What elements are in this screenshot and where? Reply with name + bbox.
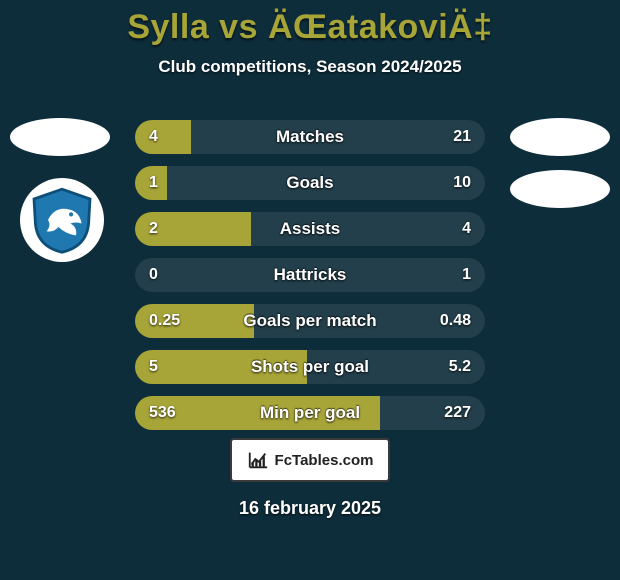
snapshot-date: 16 february 2025 — [0, 498, 620, 519]
bird-eye — [69, 212, 73, 216]
stat-row: 110Goals — [135, 166, 485, 200]
stat-right-fill — [167, 166, 485, 200]
stat-left-value: 536 — [135, 396, 190, 430]
stat-row: 421Matches — [135, 120, 485, 154]
player-left-avatar-placeholder — [10, 118, 110, 156]
brand-badge[interactable]: FcTables.com — [230, 438, 390, 482]
stat-bars: 421Matches110Goals24Assists01Hattricks0.… — [135, 120, 485, 442]
chart-icon — [247, 449, 269, 471]
stat-left-value: 2 — [135, 212, 172, 246]
stat-right-value: 5.2 — [435, 350, 485, 384]
stat-row: 536227Min per goal — [135, 396, 485, 430]
stat-right-value: 10 — [439, 166, 485, 200]
club-right-placeholder — [510, 170, 610, 208]
stat-right-value: 21 — [439, 120, 485, 154]
brand-text: FcTables.com — [275, 452, 374, 469]
stat-left-value: 0 — [135, 258, 172, 292]
stat-right-value: 4 — [448, 212, 485, 246]
stat-right-value: 1 — [448, 258, 485, 292]
subtitle: Club competitions, Season 2024/2025 — [0, 57, 620, 77]
stat-left-value: 1 — [135, 166, 172, 200]
comparison-card: Sylla vs ÄŒatakoviÄ‡ Club competitions, … — [0, 0, 620, 580]
club-left-badge — [20, 178, 104, 262]
stat-row: 0.250.48Goals per match — [135, 304, 485, 338]
stat-right-fill — [135, 258, 485, 292]
stat-row: 24Assists — [135, 212, 485, 246]
stat-row: 01Hattricks — [135, 258, 485, 292]
club-shield-icon — [27, 185, 97, 255]
stat-right-value: 0.48 — [426, 304, 485, 338]
stat-left-value: 4 — [135, 120, 172, 154]
stat-row: 55.2Shots per goal — [135, 350, 485, 384]
stat-right-value: 227 — [430, 396, 485, 430]
player-right-avatar-placeholder — [510, 118, 610, 156]
page-title: Sylla vs ÄŒatakoviÄ‡ — [0, 0, 620, 47]
stat-left-value: 0.25 — [135, 304, 194, 338]
stat-left-value: 5 — [135, 350, 172, 384]
